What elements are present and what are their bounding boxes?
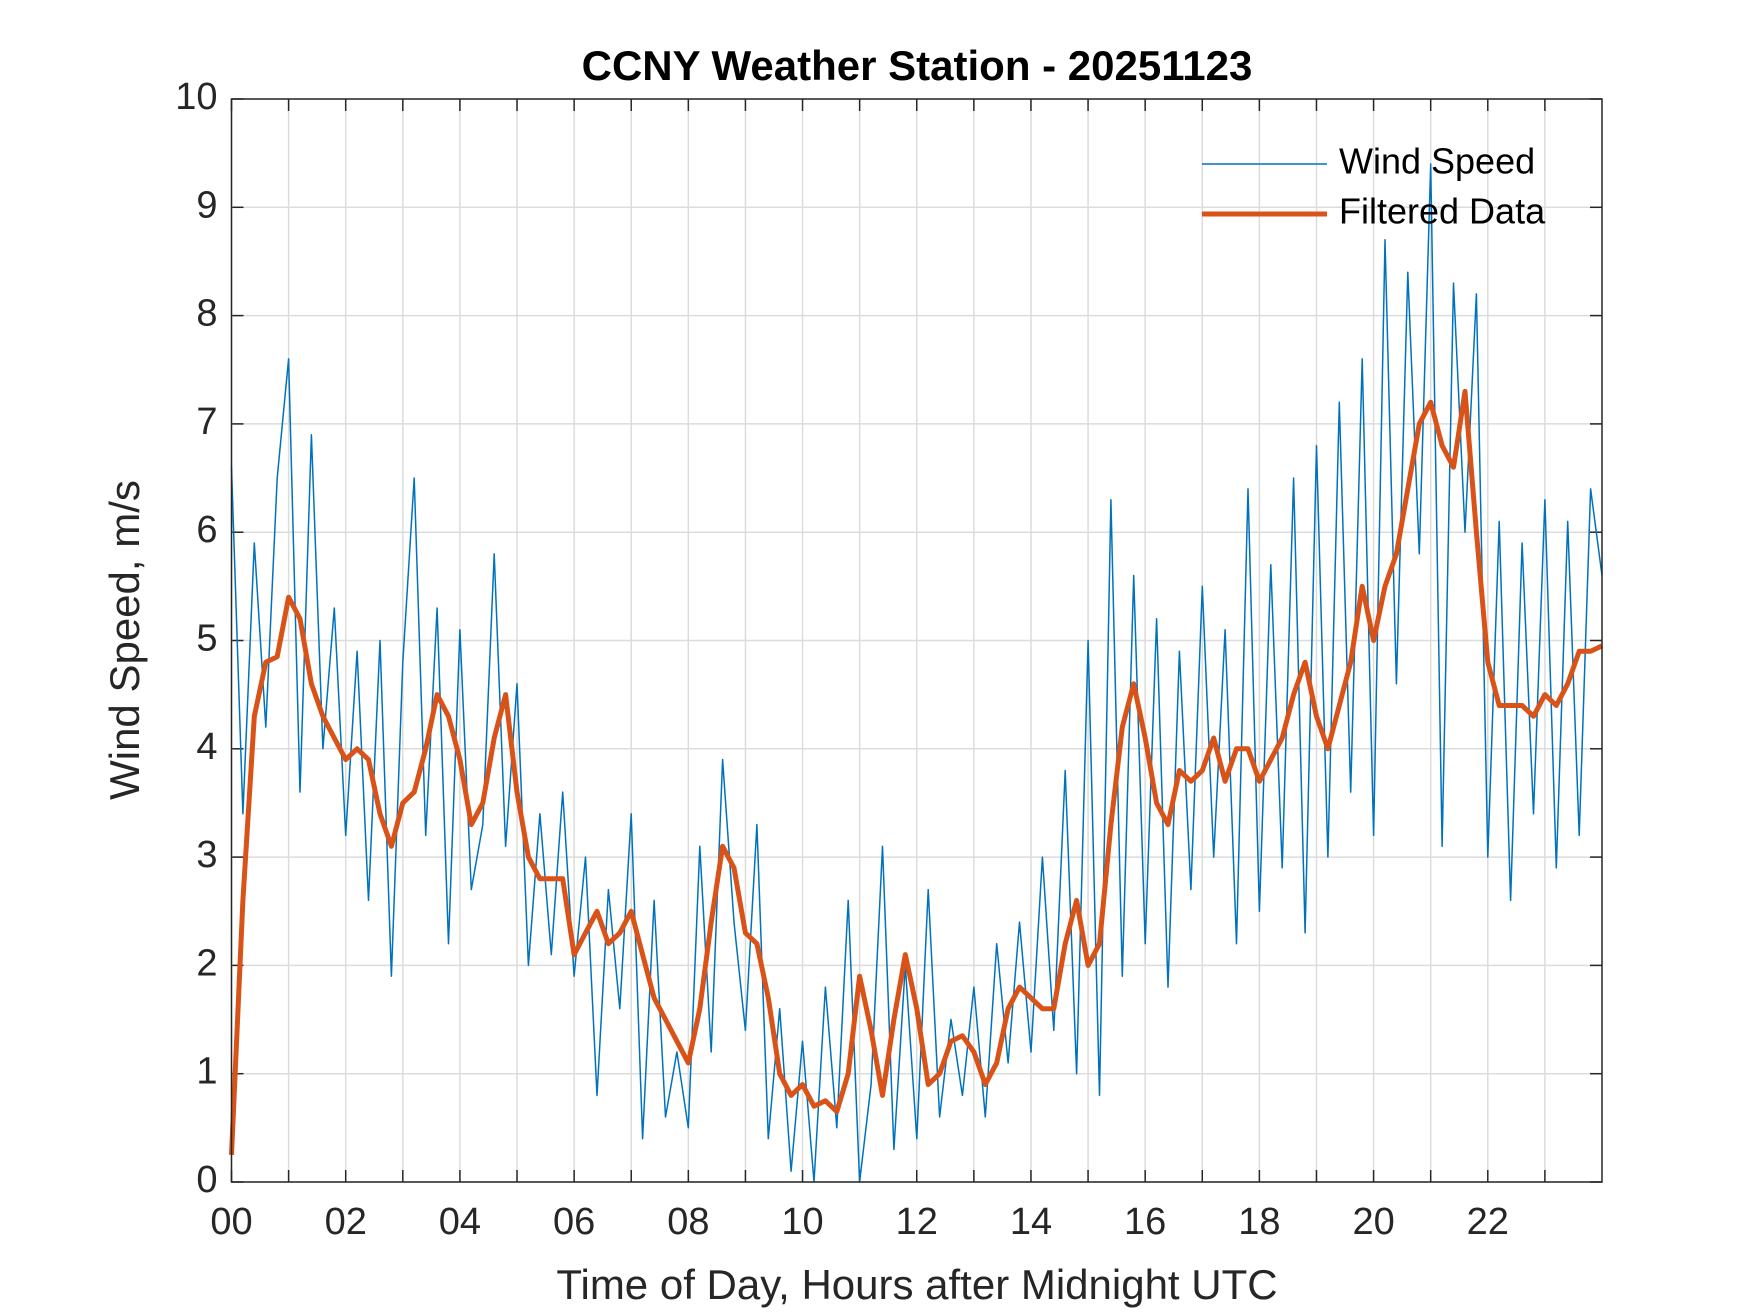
x-tick-label: 02 bbox=[325, 1201, 367, 1243]
axes-box bbox=[230, 98, 1603, 1183]
x-tick-label: 18 bbox=[1238, 1201, 1280, 1243]
y-tick-label: 6 bbox=[196, 509, 217, 551]
y-tick-label: 5 bbox=[196, 618, 217, 660]
y-axis-label: Wind Speed, m/s bbox=[101, 480, 148, 800]
y-tick-label: 4 bbox=[196, 726, 217, 768]
chart-title: CCNY Weather Station - 20251123 bbox=[582, 42, 1253, 89]
x-tick-label: 00 bbox=[210, 1201, 252, 1243]
x-tick-label: 20 bbox=[1352, 1201, 1394, 1243]
x-tick-label: 04 bbox=[439, 1201, 481, 1243]
y-tick-label: 7 bbox=[196, 401, 217, 443]
data-line bbox=[229, 388, 1604, 1156]
y-tick-label: 10 bbox=[175, 76, 217, 118]
x-tick-label: 10 bbox=[781, 1201, 823, 1243]
y-tick-label: 3 bbox=[196, 834, 217, 876]
x-tick-label: 12 bbox=[896, 1201, 938, 1243]
x-tick-label: 14 bbox=[1010, 1201, 1052, 1243]
y-tick-label: 9 bbox=[196, 184, 217, 226]
y-tick-label: 1 bbox=[196, 1051, 217, 1093]
x-axis-label: Time of Day, Hours after Midnight UTC bbox=[556, 1261, 1277, 1308]
data-line bbox=[230, 163, 1603, 1183]
legend-label: Filtered Data bbox=[1339, 191, 1546, 232]
x-tick-label: 06 bbox=[553, 1201, 595, 1243]
x-tick-label: 08 bbox=[667, 1201, 709, 1243]
y-tick-label: 0 bbox=[196, 1159, 217, 1201]
legend-label: Wind Speed bbox=[1339, 141, 1535, 182]
y-tick-label: 8 bbox=[196, 293, 217, 335]
x-tick-label: 16 bbox=[1124, 1201, 1166, 1243]
y-tick-label: 2 bbox=[196, 942, 217, 984]
x-tick-label: 22 bbox=[1467, 1201, 1509, 1243]
